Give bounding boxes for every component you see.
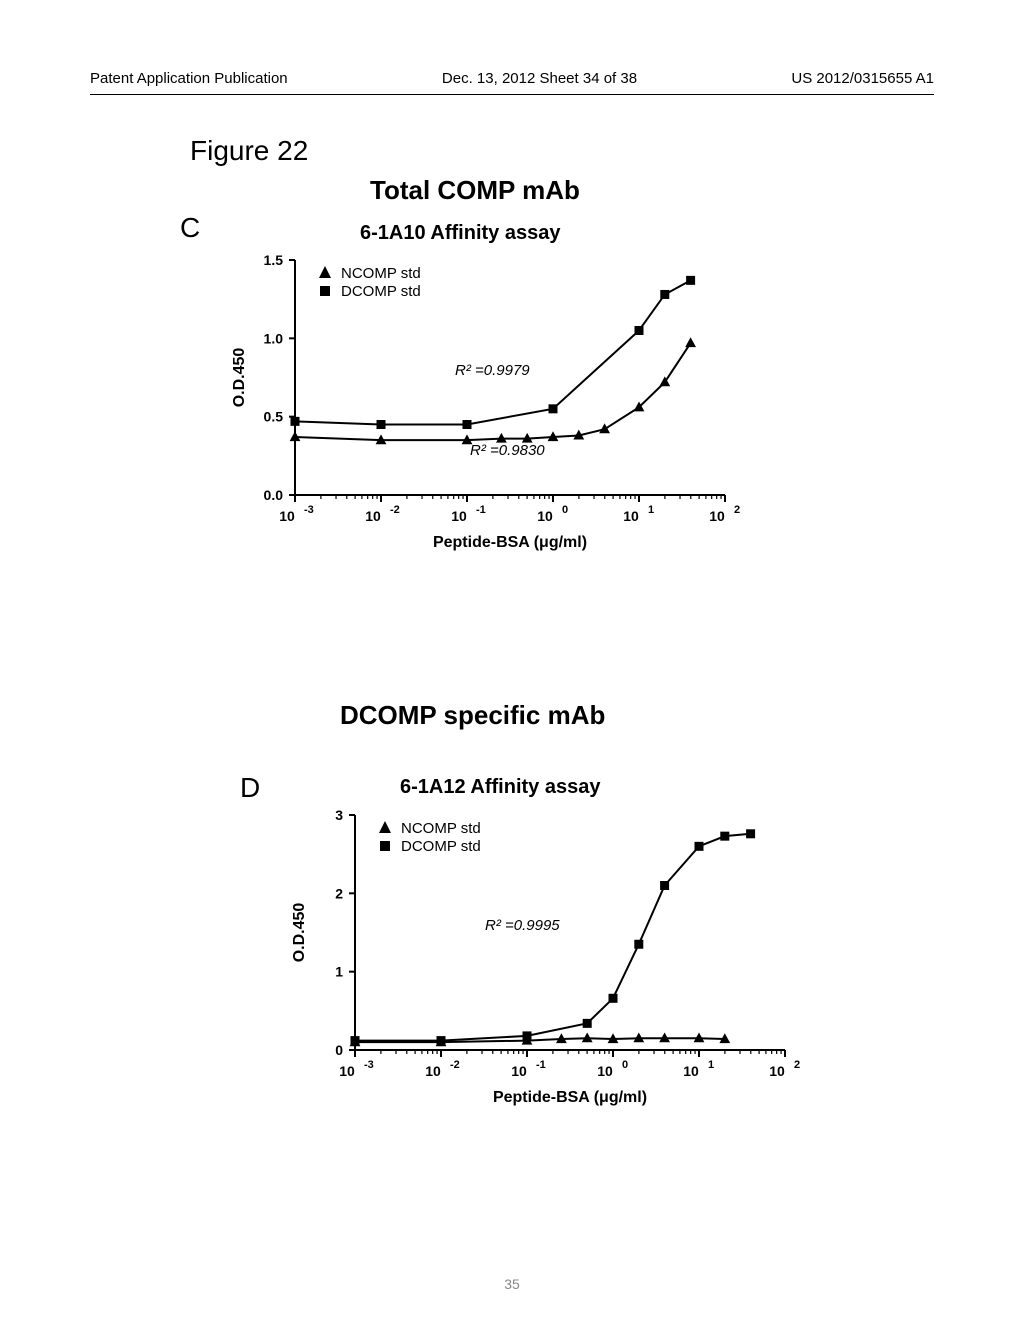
svg-text:0: 0 — [562, 504, 568, 516]
svg-text:R² =0.9830: R² =0.9830 — [470, 442, 545, 459]
header-right: US 2012/0315655 A1 — [791, 70, 934, 87]
svg-text:10: 10 — [537, 508, 553, 524]
panel-d-letter: D — [240, 772, 260, 804]
svg-text:-3: -3 — [304, 504, 314, 516]
header-left: Patent Application Publication — [90, 70, 288, 87]
svg-text:DCOMP std: DCOMP std — [401, 838, 481, 855]
svg-text:NCOMP std: NCOMP std — [401, 820, 481, 837]
chart-c: 0.0 0.5 1.0 1.5 10 -3 10 -2 10 -1 10 0 10 1 10 2 O.D.450… — [210, 245, 750, 565]
svg-text:R² =0.9995: R² =0.9995 — [485, 917, 560, 934]
figure-label: Figure 22 — [190, 135, 308, 167]
panel-c-title: Total COMP mAb — [370, 175, 580, 206]
svg-text:10: 10 — [279, 508, 295, 524]
svg-text:10: 10 — [451, 508, 467, 524]
page-number: 35 — [0, 1276, 1024, 1292]
svg-text:-1: -1 — [536, 1059, 546, 1071]
svg-text:10: 10 — [769, 1063, 785, 1079]
svg-text:1: 1 — [708, 1059, 714, 1071]
svg-text:10: 10 — [425, 1063, 441, 1079]
svg-text:10: 10 — [511, 1063, 527, 1079]
svg-text:DCOMP std: DCOMP std — [341, 283, 421, 300]
panel-d-subtitle: 6-1A12 Affinity assay — [400, 776, 600, 799]
svg-text:1.5: 1.5 — [264, 252, 284, 268]
svg-text:10: 10 — [709, 508, 725, 524]
svg-text:O.D.450: O.D.450 — [291, 903, 308, 963]
svg-text:-2: -2 — [390, 504, 400, 516]
panel-c-subtitle: 6-1A10 Affinity assay — [360, 222, 560, 245]
svg-text:Peptide-BSA (μg/ml): Peptide-BSA (μg/ml) — [433, 534, 587, 551]
chart-c-svg: 0.0 0.5 1.0 1.5 10 -3 10 -2 10 -1 10 0 10 1 10 2 O.D.450… — [210, 245, 750, 565]
svg-text:0.5: 0.5 — [264, 409, 284, 425]
svg-text:0: 0 — [335, 1042, 343, 1058]
svg-text:1: 1 — [335, 964, 343, 980]
svg-text:O.D.450: O.D.450 — [231, 348, 248, 408]
svg-text:1: 1 — [648, 504, 654, 516]
header-center: Dec. 13, 2012 Sheet 34 of 38 — [442, 70, 637, 87]
svg-text:1.0: 1.0 — [264, 330, 284, 346]
svg-text:10: 10 — [597, 1063, 613, 1079]
chart-d-svg: 0 1 2 3 10 -3 10 -2 10 -1 10 0 10 1 10 2 O.D.450 Peptide-… — [270, 800, 810, 1120]
svg-text:-1: -1 — [476, 504, 486, 516]
svg-text:R² =0.9979: R² =0.9979 — [455, 362, 530, 379]
svg-text:2: 2 — [794, 1059, 800, 1071]
svg-text:-3: -3 — [364, 1059, 374, 1071]
header: Patent Application Publication Dec. 13, … — [90, 70, 934, 87]
header-rule — [90, 94, 934, 95]
svg-text:10: 10 — [365, 508, 381, 524]
svg-text:10: 10 — [623, 508, 639, 524]
chart-d: 0 1 2 3 10 -3 10 -2 10 -1 10 0 10 1 10 2 O.D.450 Peptide-… — [270, 800, 810, 1120]
svg-text:10: 10 — [339, 1063, 355, 1079]
svg-text:10: 10 — [683, 1063, 699, 1079]
panel-c-letter: C — [180, 212, 200, 244]
svg-text:0: 0 — [622, 1059, 628, 1071]
panel-d-title: DCOMP specific mAb — [340, 700, 605, 731]
svg-text:3: 3 — [335, 807, 343, 823]
page: Patent Application Publication Dec. 13, … — [0, 0, 1024, 1320]
svg-text:-2: -2 — [450, 1059, 460, 1071]
svg-text:NCOMP std: NCOMP std — [341, 265, 421, 282]
svg-text:0.0: 0.0 — [264, 487, 284, 503]
svg-text:2: 2 — [734, 504, 740, 516]
svg-text:2: 2 — [335, 885, 343, 901]
svg-text:Peptide-BSA (μg/ml): Peptide-BSA (μg/ml) — [493, 1089, 647, 1106]
